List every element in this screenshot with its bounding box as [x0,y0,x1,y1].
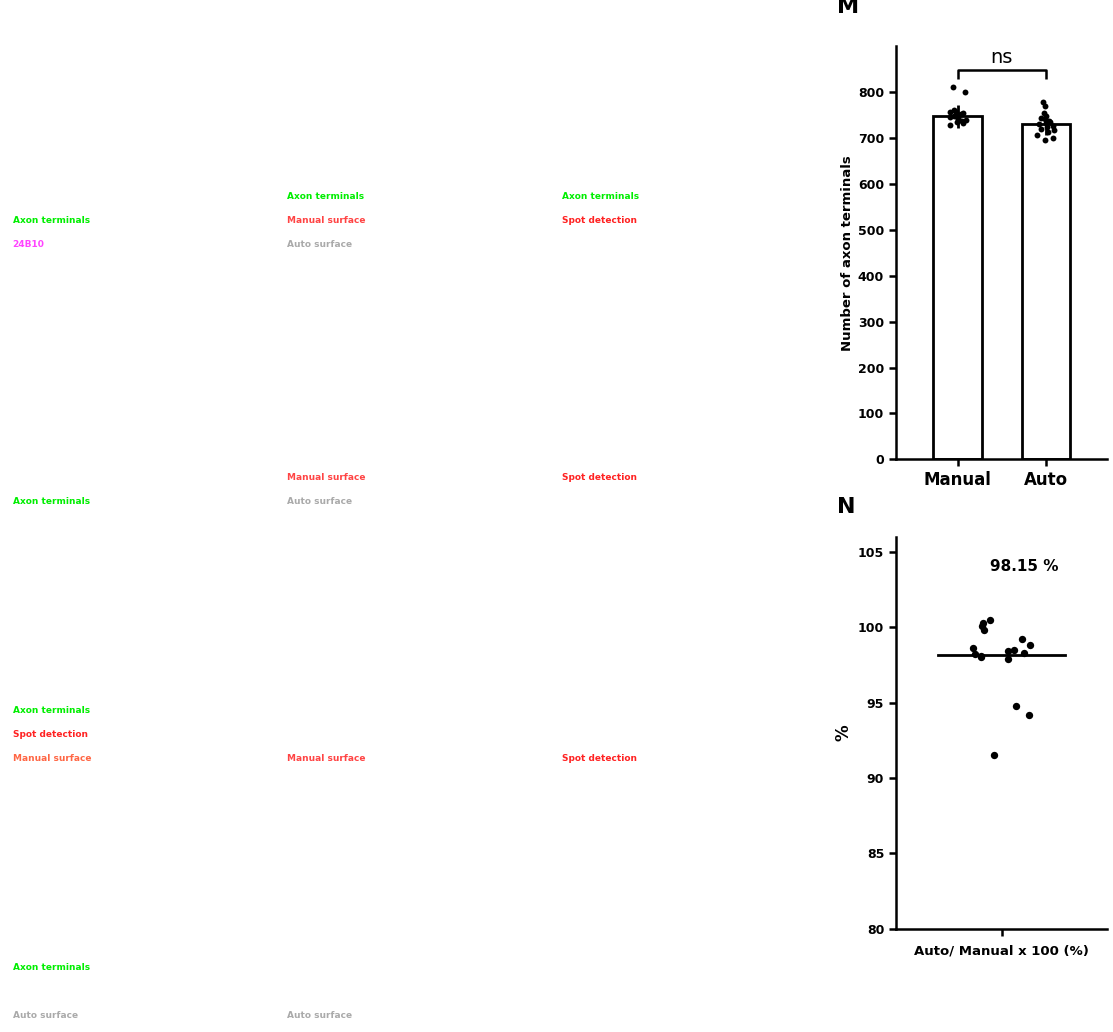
Text: Auto surface: Auto surface [287,240,353,250]
Point [981,611,998,627]
Point [972,649,989,666]
Point [948,109,966,126]
Point [1036,132,1054,149]
Point [947,114,965,130]
Text: F: F [287,268,298,284]
Point [1028,126,1046,142]
Point [942,117,959,133]
Text: A: A [12,11,24,27]
Point [966,646,984,663]
Text: N: N [837,497,855,517]
Point [1044,130,1062,147]
Text: Auto surface: Auto surface [12,1011,78,1021]
Text: Manual surface: Manual surface [287,754,366,764]
X-axis label: Auto/ Manual x 100 (%): Auto/ Manual x 100 (%) [914,944,1090,958]
Text: Axon terminals: Axon terminals [287,192,365,201]
Text: H: H [287,782,301,798]
Text: Auto detection: Auto detection [562,1011,638,1021]
Point [1037,116,1055,132]
Point [1040,112,1057,129]
Text: K: K [562,525,574,541]
Text: Axon terminals: Axon terminals [12,706,90,715]
Point [1045,122,1063,138]
Text: Auto detection: Auto detection [562,240,638,250]
Point [942,108,959,125]
Point [1007,698,1025,714]
Point [1036,98,1054,115]
Point [954,116,972,132]
Text: Manual surface: Manual surface [287,217,366,225]
Point [974,617,992,634]
Point [1022,637,1040,653]
Text: Auto detection: Auto detection [562,497,638,507]
Text: Spot detection: Spot detection [562,474,638,482]
Text: G: G [287,525,301,541]
Text: Axon terminals: Axon terminals [12,217,90,225]
Text: Manual surface: Manual surface [287,474,366,482]
Text: Axon terminals: Axon terminals [12,963,90,972]
Point [1032,109,1050,126]
Point [1005,642,1023,658]
Point [1013,631,1031,647]
Text: Axon terminals: Axon terminals [562,192,640,201]
Text: Auto detection: Auto detection [12,988,88,996]
Text: 20μm: 20μm [206,213,230,222]
Text: E: E [287,11,298,27]
Text: Axon terminals: Axon terminals [12,497,90,507]
Point [1035,104,1053,121]
Text: C: C [12,525,23,541]
Point [1037,119,1055,135]
Text: 24B10: 24B10 [12,240,45,250]
Text: Spot detection: Spot detection [12,731,88,739]
Text: ns: ns [991,47,1013,67]
Bar [934,117,982,459]
Point [945,108,963,125]
Point [954,105,972,122]
Point [945,101,963,118]
Text: Spot detection: Spot detection [562,217,638,225]
Point [1042,114,1060,130]
Point [964,640,982,656]
Point [985,747,1003,764]
Point [975,622,993,639]
Point [1031,117,1048,133]
Y-axis label: %: % [835,724,853,741]
Text: D: D [12,782,26,798]
Point [998,650,1016,667]
Point [1032,121,1050,137]
Point [1034,94,1052,110]
Point [953,112,971,129]
Point [947,104,965,121]
Point [949,110,967,127]
Text: Auto surface: Auto surface [287,497,353,507]
Text: Spot detection: Spot detection [562,754,638,764]
Point [1015,645,1033,662]
Point [948,107,966,124]
Point [1036,110,1054,127]
Text: I: I [562,11,568,27]
Text: J: J [562,268,568,284]
Point [942,103,959,120]
Text: B: B [12,268,24,284]
Y-axis label: Number of axon terminals: Number of axon terminals [840,155,854,351]
Point [998,643,1016,659]
Point [956,84,974,100]
Text: L: L [562,782,572,798]
Point [972,647,989,664]
Point [1036,108,1054,125]
Point [952,106,969,123]
Text: M: M [837,0,859,17]
Point [1038,124,1056,140]
Point [1020,706,1037,722]
Text: Manual surface: Manual surface [12,754,91,764]
Text: 98.15 %: 98.15 % [991,559,1058,574]
Point [1044,118,1062,134]
Text: Auto surface: Auto surface [287,1011,353,1021]
Point [974,614,992,631]
Point [957,111,975,128]
Bar [1022,125,1070,459]
Point [944,78,962,95]
